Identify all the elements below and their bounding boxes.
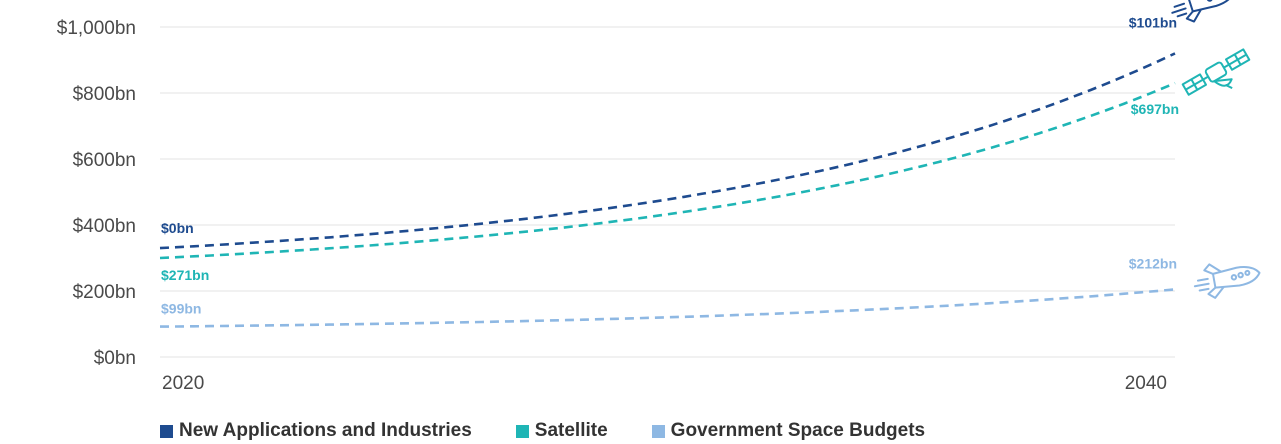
y-tick-label: $400bn [73, 216, 136, 237]
start-value-label: $99bn [161, 301, 201, 317]
y-tick-label: $0bn [94, 348, 136, 369]
legend-label: Government Space Budgets [670, 420, 926, 441]
legend-item: Government Space Budgets [651, 420, 926, 442]
chart-canvas: $0bn $200bn $400bn $600bn $800bn $1,000bn 202… [57, 0, 1261, 394]
x-tick-label: 2020 [162, 373, 204, 394]
end-value-label: $101bn [1129, 14, 1177, 30]
series-line [159, 288, 1176, 328]
legend-item: Satellite [515, 420, 608, 442]
y-tick-label: $600bn [73, 150, 136, 171]
legend-swatch [651, 424, 665, 438]
y-tick-label: $800bn [73, 84, 136, 105]
legend-swatch [160, 424, 173, 438]
end-value-label: $212bn [1129, 255, 1177, 271]
satellite-icon [1181, 48, 1251, 96]
legend-swatch [515, 424, 529, 438]
series-line [159, 81, 1176, 260]
y-axis-tick-labels: $0bn $200bn $400bn $600bn $800bn $1,000bn [57, 18, 136, 369]
y-tick-label: $1,000bn [57, 18, 136, 39]
y-tick-label: $200bn [73, 282, 136, 303]
series-icons [1171, 0, 1261, 299]
data-labels: $0bn $101bn $271bn $697bn $99bn $212bn [161, 14, 1179, 316]
legend-label: Satellite [534, 420, 608, 441]
start-value-label: $271bn [161, 267, 209, 283]
rocket-icon [1171, 0, 1236, 23]
legend-item: New Applications and Industries [160, 420, 472, 442]
legend: New Applications and Industries Satellite… [160, 420, 925, 442]
rocket-icon [1193, 263, 1261, 299]
grid-lines [160, 26, 1175, 358]
series-lines [159, 52, 1176, 328]
start-value-label: $0bn [161, 220, 194, 236]
x-tick-label: 2040 [1125, 373, 1167, 394]
legend-label: New Applications and Industries [179, 420, 472, 441]
end-value-label: $697bn [1131, 101, 1179, 117]
series-line [159, 52, 1176, 250]
x-axis-tick-labels: 2020 2040 [162, 373, 1167, 394]
